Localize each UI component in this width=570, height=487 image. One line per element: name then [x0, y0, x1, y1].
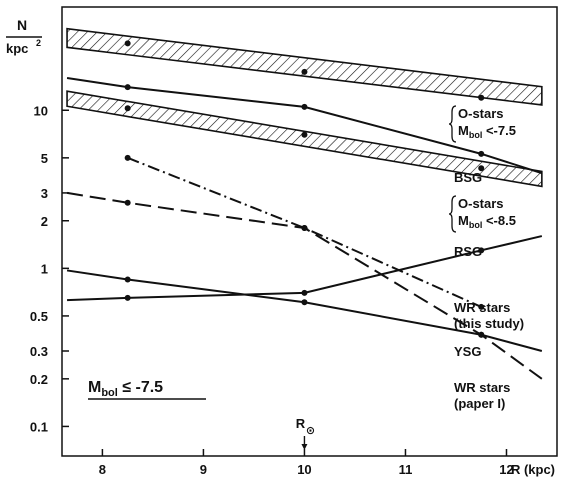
label-2-line-1: Mbol <-8.5 [458, 213, 516, 230]
series-0-point-0 [124, 84, 131, 91]
label-6-line-1: (paper I) [454, 396, 505, 411]
series-0-point-2 [478, 150, 485, 157]
band-0 [66, 27, 543, 106]
label-0-line-1: Mbol <-7.5 [458, 123, 516, 140]
inset-label: Mbol ≤ -7.5 [88, 379, 163, 399]
sun-symbol: ⊙ [306, 425, 315, 437]
right-labels: Mbol ≤ -7.5 O-stars Mbol <-7.5 BSG O-stars Mb… [88, 105, 524, 411]
series-0-point-1 [301, 103, 308, 110]
y-tick-label-1: 0.2 [30, 372, 48, 387]
label-4-line-1: (this study) [454, 316, 524, 331]
series [66, 77, 543, 380]
series-4-point-1 [301, 224, 308, 231]
x-tick-label-3: 11 [399, 462, 413, 477]
series-line-2 [127, 156, 482, 308]
y-tick-label-2: 0.3 [30, 344, 48, 359]
series-1-point-1 [301, 289, 308, 296]
y-tick-label-8: 10 [34, 103, 48, 118]
sun-label: R [296, 416, 306, 431]
x-tick-label-2: 10 [297, 462, 311, 477]
x-axis: 8 9 10 11 12R (kpc) R ⊙ [99, 416, 555, 477]
series-3-point-0 [124, 276, 131, 283]
series-2-point-2 [478, 303, 485, 310]
band-1-point-1 [301, 131, 308, 138]
label-2-brace [448, 195, 457, 233]
x-tick-label-4: 12 [499, 462, 513, 477]
x-tick-label-0: 8 [99, 462, 106, 477]
label-3-line-0: RSG [454, 244, 482, 259]
band-1 [66, 90, 543, 188]
label-4-line-0: WR stars [454, 300, 510, 315]
x-tick-label-1: 9 [200, 462, 207, 477]
band-0-point-2 [478, 94, 485, 101]
label-0-line-0: O-stars [458, 106, 504, 121]
y-tick-label-6: 3 [41, 186, 48, 201]
series-2-point-0 [124, 154, 131, 161]
y-tick-label-0: 0.1 [30, 419, 48, 434]
y-tick-label-7: 5 [41, 151, 48, 166]
series-3-point-1 [301, 299, 308, 306]
plot-frame [61, 6, 558, 457]
band-0-point-0 [124, 40, 131, 47]
series-4-point-0 [124, 199, 131, 206]
bands [66, 27, 543, 188]
series-1-point-2 [478, 247, 485, 254]
y-axis-label-sup: 2 [36, 38, 41, 48]
sun-arrow-head [301, 444, 308, 450]
label-2-line-0: O-stars [458, 196, 504, 211]
label-0-brace [448, 105, 457, 143]
y-tick-label-5: 2 [41, 214, 48, 229]
y-axis-label-bottom: kpc [6, 41, 28, 56]
label-1-line-0: BSG [454, 170, 482, 185]
series-1-point-0 [124, 294, 131, 301]
y-tick-label-3: 0.5 [30, 309, 48, 324]
x-axis-label: R (kpc) [511, 462, 555, 477]
label-5-line-0: YSG [454, 344, 481, 359]
y-axis-label-top: N [17, 17, 27, 33]
series-4-point-2 [478, 331, 485, 338]
label-6-line-0: WR stars [454, 380, 510, 395]
band-1-point-2 [478, 165, 485, 172]
band-1-point-0 [124, 105, 131, 112]
y-tick-label-4: 1 [41, 261, 48, 276]
band-0-point-1 [301, 68, 308, 75]
